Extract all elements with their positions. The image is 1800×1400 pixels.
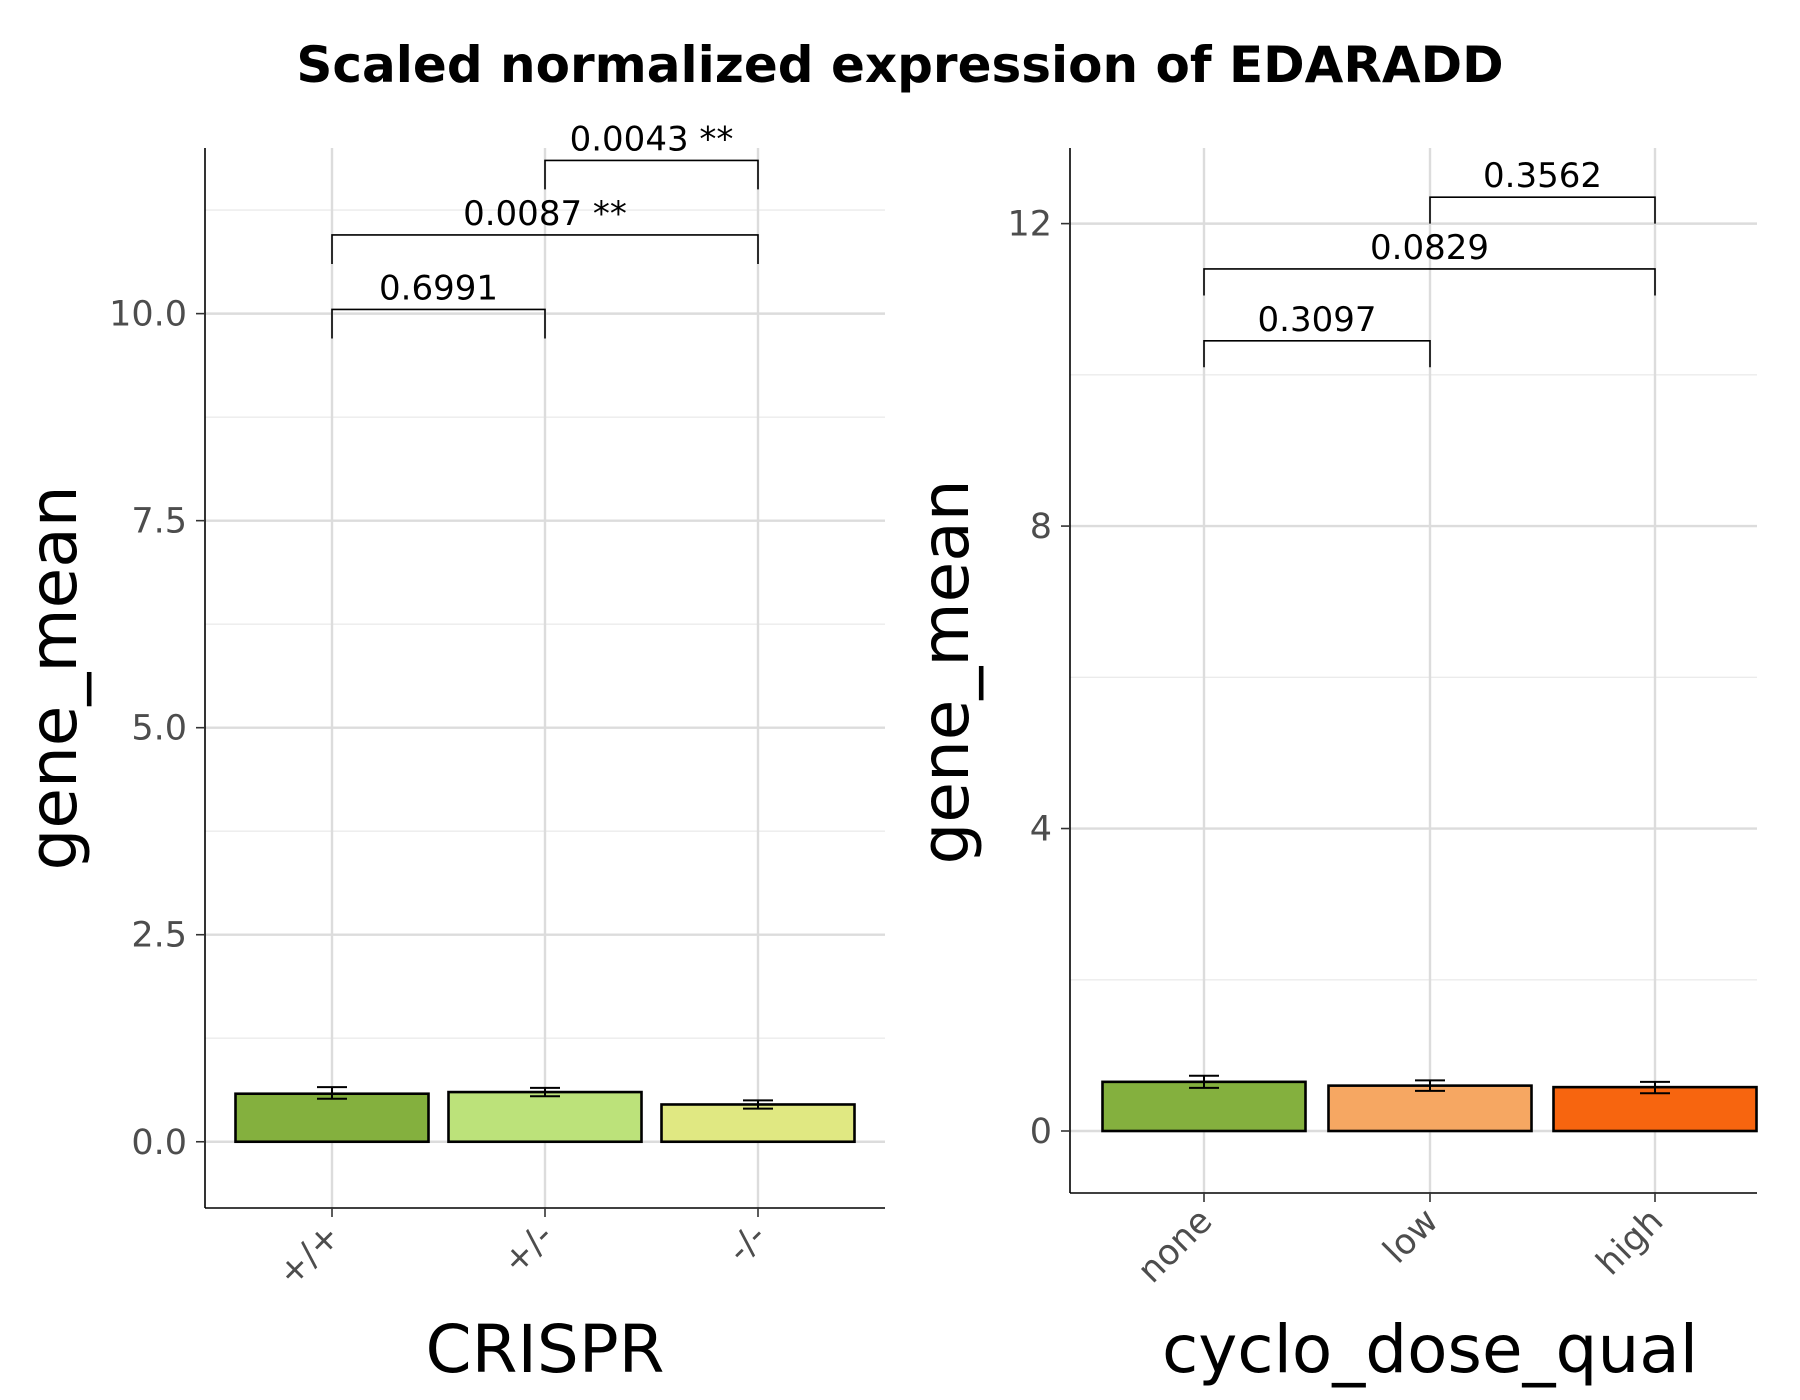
y-tick-label: 12 bbox=[1007, 205, 1052, 245]
p-value-label: 0.0087 ** bbox=[463, 194, 627, 234]
p-value-label: 0.3097 bbox=[1258, 300, 1377, 340]
y-tick-label: 7.5 bbox=[131, 502, 187, 542]
bar-none bbox=[1101, 1080, 1307, 1133]
y-tick-label: 2.5 bbox=[131, 916, 187, 956]
significance-bracket bbox=[1203, 340, 1431, 368]
y-tick-label: 5.0 bbox=[131, 709, 187, 749]
y-tick-label: 4 bbox=[1030, 810, 1052, 850]
significance-bracket bbox=[1203, 268, 1656, 296]
significance-bracket bbox=[544, 159, 759, 190]
panel-cyclo-dose: cyclo_dose_qual gene_mean 0 4 8 12 none low hi… bbox=[907, 148, 1758, 1388]
x-tick-label: +/- bbox=[495, 1216, 561, 1282]
panel-crispr: CRISPR gene_mean 0.0 2.5 5.0 7.5 10.0 +/+ +/- -… bbox=[15, 119, 885, 1388]
bar-low bbox=[1327, 1084, 1533, 1133]
chart-title: Scaled normalized expression of EDARADD bbox=[296, 36, 1503, 94]
p-value-label: 0.3562 bbox=[1483, 156, 1602, 196]
bar--/- bbox=[660, 1103, 856, 1144]
p-value-label: 0.6991 bbox=[379, 268, 498, 308]
bar-+/+ bbox=[234, 1092, 430, 1144]
significance-bracket bbox=[331, 234, 759, 264]
x-tick-label: low bbox=[1376, 1201, 1447, 1272]
p-value-label: 0.0829 bbox=[1370, 228, 1489, 268]
y-tick-label: 10.0 bbox=[109, 295, 187, 335]
x-tick-label: none bbox=[1130, 1201, 1220, 1291]
bar-high bbox=[1552, 1085, 1758, 1133]
x-tick-label: -/- bbox=[720, 1216, 774, 1270]
y-tick-label: 8 bbox=[1030, 507, 1052, 547]
y-axis-title: gene_mean bbox=[15, 485, 92, 870]
y-tick-label: 0 bbox=[1030, 1112, 1052, 1152]
x-axis-title: CRISPR bbox=[426, 1311, 665, 1388]
significance-bracket bbox=[1429, 196, 1656, 224]
y-tick-label: 0.0 bbox=[131, 1123, 187, 1163]
x-tick-label: high bbox=[1589, 1201, 1671, 1283]
x-tick-label: +/+ bbox=[270, 1216, 348, 1294]
y-axis-title: gene_mean bbox=[907, 479, 984, 864]
x-axis-title: cyclo_dose_qual bbox=[1162, 1311, 1698, 1388]
significance-bracket bbox=[331, 308, 546, 339]
p-value-label: 0.0043 ** bbox=[570, 119, 734, 159]
bar-+/- bbox=[447, 1090, 643, 1144]
